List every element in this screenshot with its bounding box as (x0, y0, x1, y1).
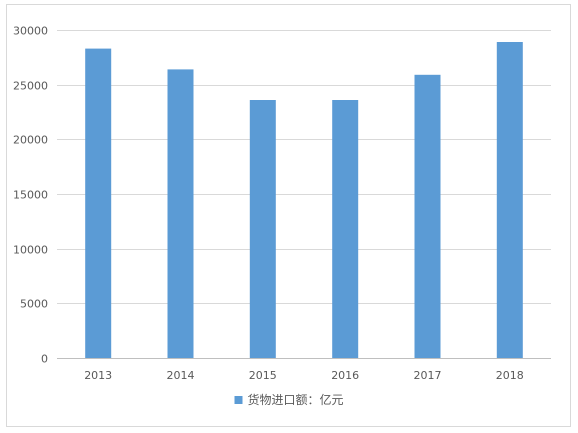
bars (85, 42, 523, 359)
y-tick-label: 20000 (13, 134, 48, 147)
gridlines (57, 30, 551, 359)
y-tick-label: 30000 (13, 25, 48, 38)
bar-2015 (249, 100, 276, 358)
x-tick-label: 2015 (249, 369, 277, 382)
y-tick-label: 15000 (13, 189, 48, 202)
bar-2018 (496, 42, 523, 358)
legend-label: 货物进口额：亿元 (248, 392, 344, 407)
legend: 货物进口额：亿元 (234, 392, 344, 407)
x-tick-label: 2013 (84, 369, 112, 382)
y-tick-label: 25000 (13, 80, 48, 93)
x-tick-label: 2014 (167, 369, 195, 382)
x-axis-ticks: 2013 2014 2015 2016 2017 2018 (84, 369, 524, 382)
bar-2013 (85, 48, 112, 358)
bar-2014 (167, 69, 194, 359)
bar-2016 (332, 100, 359, 358)
y-axis-ticks: 0 5000 10000 15000 20000 25000 30000 (13, 25, 48, 366)
x-tick-label: 2018 (496, 369, 524, 382)
legend-swatch (234, 396, 243, 404)
y-tick-label: 0 (41, 353, 48, 366)
x-tick-label: 2016 (331, 369, 359, 382)
x-tick-label: 2017 (414, 369, 442, 382)
bar-2017 (414, 74, 441, 359)
y-tick-label: 5000 (20, 298, 48, 311)
y-tick-label: 10000 (13, 244, 48, 257)
